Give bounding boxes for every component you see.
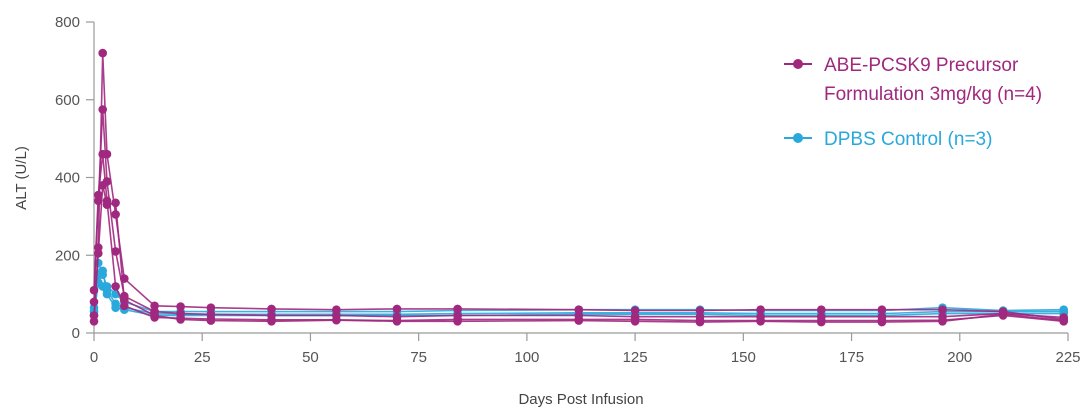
y-tick-label: 800 <box>55 14 80 31</box>
data-point <box>938 317 947 326</box>
data-point <box>98 105 107 114</box>
legend: ABE-PCSK9 Precursor Formulation 3mg/kg (n… <box>784 55 1042 150</box>
series-line <box>93 154 1064 323</box>
legend-label: ABE-PCSK9 Precursor <box>824 55 1019 76</box>
series-layer <box>89 48 1068 327</box>
legend-label: Formulation 3mg/kg (n=4) <box>824 84 1042 105</box>
data-point <box>111 282 120 291</box>
data-point <box>206 316 216 325</box>
data-point <box>176 315 185 324</box>
series-line <box>93 185 1064 323</box>
data-point <box>695 317 705 327</box>
data-point <box>1059 316 1068 325</box>
data-point <box>206 303 216 313</box>
legend-entry: ABE-PCSK9 Precursor Formulation 3mg/kg (n… <box>784 55 1042 105</box>
data-point <box>453 304 462 314</box>
y-axis-title: ALT (U/L) <box>13 146 30 210</box>
axes: 0 200 400 600 800 0 25 50 75 100 125 150 175 200 225 <box>55 14 1081 366</box>
data-point <box>630 317 640 326</box>
data-point <box>574 316 584 325</box>
data-point <box>89 297 99 307</box>
legend-swatch-marker <box>793 133 803 143</box>
x-tick-label: 0 <box>90 349 98 366</box>
data-point <box>817 317 826 327</box>
data-point <box>332 315 341 325</box>
data-point <box>150 311 159 320</box>
data-point <box>877 317 887 327</box>
data-point <box>756 317 765 326</box>
series-group <box>89 48 1068 327</box>
data-point <box>102 289 112 299</box>
data-point <box>94 190 103 200</box>
data-point <box>98 181 107 190</box>
data-point <box>817 305 826 315</box>
series-line <box>93 53 1064 322</box>
data-point <box>102 200 112 209</box>
data-point <box>111 198 120 208</box>
data-point <box>98 266 107 276</box>
legend-entry: DPBS Control (n=3) <box>784 129 992 150</box>
data-point <box>120 295 129 305</box>
legend-swatch-marker <box>793 59 803 69</box>
data-point <box>267 304 276 314</box>
y-tick-label: 400 <box>55 170 80 187</box>
data-point <box>998 310 1008 319</box>
data-point <box>98 149 107 159</box>
x-tick-label: 100 <box>514 349 539 366</box>
data-point <box>392 304 402 314</box>
y-tick-label: 600 <box>55 92 80 109</box>
series-line <box>93 109 1064 319</box>
x-tick-label: 125 <box>623 349 648 366</box>
data-point <box>877 305 887 315</box>
x-tick-label: 150 <box>731 349 756 366</box>
data-point <box>176 302 185 311</box>
data-point <box>453 317 462 326</box>
series-line <box>93 262 1064 313</box>
x-axis-title: Days Post Infusion <box>518 391 643 408</box>
data-point <box>630 306 640 315</box>
x-tick-label: 200 <box>947 349 972 366</box>
data-point <box>98 48 107 58</box>
data-point <box>392 317 402 326</box>
data-point <box>756 305 765 315</box>
x-tick-label: 50 <box>302 349 319 366</box>
data-point <box>89 285 99 295</box>
series-line <box>93 274 1064 316</box>
y-tick-label: 200 <box>55 247 80 264</box>
data-point <box>695 306 705 315</box>
x-tick-label: 225 <box>1055 349 1080 366</box>
data-point <box>111 247 120 256</box>
x-tick-label: 175 <box>839 349 864 366</box>
x-tick-label: 25 <box>194 349 211 366</box>
legend-label: DPBS Control (n=3) <box>824 129 992 150</box>
data-point <box>94 249 103 258</box>
x-tick-label: 75 <box>410 349 427 366</box>
data-point <box>938 305 947 315</box>
data-point <box>111 303 120 313</box>
data-point <box>111 210 120 219</box>
data-point <box>89 311 99 320</box>
data-point <box>267 317 276 326</box>
y-tick-label: 0 <box>72 325 80 342</box>
